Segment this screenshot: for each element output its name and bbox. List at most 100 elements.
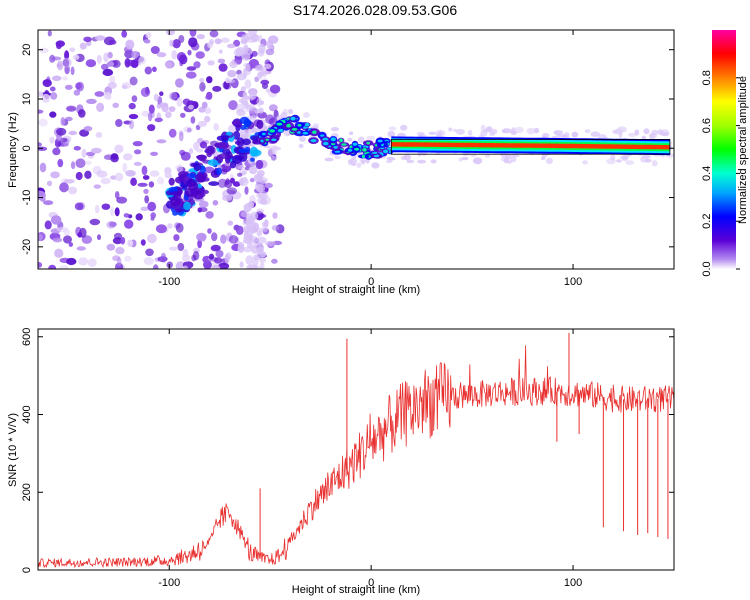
noise-blob <box>248 30 258 36</box>
noise-blob <box>188 148 194 155</box>
noise-blob <box>65 116 73 122</box>
noise-blob <box>168 106 176 112</box>
noise-blob <box>152 66 157 73</box>
noise-blob <box>39 162 47 173</box>
noise-blob <box>107 51 113 59</box>
tone-core <box>362 148 367 152</box>
halo-blob <box>298 136 306 142</box>
noise-blob <box>78 109 86 118</box>
halo-blob <box>452 128 457 132</box>
tone-core <box>333 145 338 149</box>
noise-blob <box>127 239 134 247</box>
noise-blob <box>135 213 143 221</box>
noise-blob <box>64 84 73 90</box>
halo-blob <box>641 155 652 159</box>
noise-blob <box>75 171 83 181</box>
noise-blob <box>232 181 241 187</box>
noise-blob <box>211 232 218 242</box>
noise-blob <box>91 147 102 154</box>
noise-blob <box>38 109 44 114</box>
noise-blob <box>204 107 212 115</box>
noise-blob <box>124 255 132 262</box>
noise-blob <box>175 223 184 233</box>
noise-blob <box>228 235 239 244</box>
noise-blob <box>169 92 178 101</box>
halo-blob <box>388 126 397 131</box>
snr-frame <box>37 328 675 571</box>
halo-blob <box>558 134 568 138</box>
noise-blob <box>202 255 212 264</box>
noise-blob <box>55 40 65 47</box>
halo-blob <box>618 131 623 138</box>
noise-blob <box>109 75 116 84</box>
noise-blob <box>128 102 136 110</box>
noise-blob <box>249 177 255 183</box>
x-tick-label: 0 <box>368 577 374 589</box>
halo-blob <box>356 162 362 168</box>
halo-blob <box>480 124 486 132</box>
signal-blob <box>218 153 229 160</box>
noise-blob <box>155 224 167 234</box>
halo-blob <box>428 131 437 135</box>
noise-blob <box>258 257 267 263</box>
noise-blob <box>227 220 234 226</box>
x-tick-label: -100 <box>158 577 180 589</box>
noise-blob <box>169 246 179 251</box>
noise-blob <box>241 170 247 175</box>
noise-blob <box>143 188 149 194</box>
noise-blob <box>244 79 252 89</box>
noise-blob <box>257 111 267 119</box>
signal-blob <box>208 181 220 187</box>
noise-blob <box>114 191 120 199</box>
signal-blob <box>195 173 206 183</box>
noise-blob <box>46 180 53 187</box>
noise-blob <box>96 54 102 64</box>
colorbar-title: Normalized spectral amplitude <box>737 76 749 224</box>
noise-blob <box>204 115 211 123</box>
colorbar-ticks: 0.0 0.2 0.4 0.6 0.8 <box>701 70 740 277</box>
noise-blob <box>230 177 235 184</box>
noise-blob <box>195 51 205 59</box>
signal-blob <box>216 135 228 141</box>
noise-blob <box>198 200 209 208</box>
noise-blob <box>226 187 238 195</box>
noise-blob <box>78 257 89 266</box>
noise-blob <box>64 50 70 61</box>
noise-blob <box>215 250 224 258</box>
signal-blob <box>183 201 191 211</box>
x-tick-label: -100 <box>158 276 180 288</box>
noise-blob <box>218 262 230 269</box>
noise-blob <box>168 128 177 138</box>
noise-blob <box>93 184 102 189</box>
noise-blob <box>113 232 123 240</box>
halo-blob <box>400 124 408 131</box>
noise-blob <box>125 170 136 177</box>
noise-blob <box>167 223 173 229</box>
noise-blob <box>52 237 63 243</box>
noise-blob <box>269 84 281 94</box>
noise-blob <box>256 208 265 214</box>
noise-blob <box>101 203 111 210</box>
halo-blob <box>298 143 304 149</box>
noise-blob <box>85 160 92 166</box>
noise-blob <box>186 127 192 133</box>
noise-blob <box>256 236 267 244</box>
y-tick-label: 20 <box>21 44 33 56</box>
noise-blob <box>199 82 206 92</box>
noise-blob <box>106 61 115 67</box>
halo-blob <box>484 153 491 158</box>
noise-blob <box>176 97 183 107</box>
noise-blob <box>255 64 264 71</box>
noise-blob <box>102 68 114 77</box>
noise-blob <box>180 151 191 161</box>
noise-blob <box>255 184 266 193</box>
signal-blob <box>226 131 233 136</box>
tone-core <box>341 143 347 146</box>
noise-blob <box>271 258 278 264</box>
noise-blob <box>73 146 82 151</box>
tone-core <box>286 123 291 128</box>
signal-blob <box>256 119 264 129</box>
noise-blob <box>48 264 57 269</box>
noise-blob <box>115 246 125 255</box>
